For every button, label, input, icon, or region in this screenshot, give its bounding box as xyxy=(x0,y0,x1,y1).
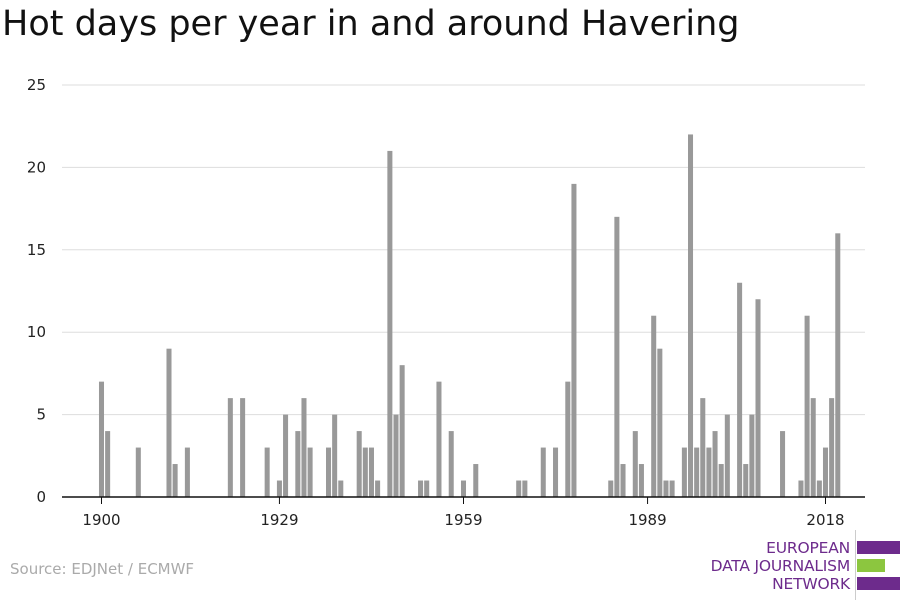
bar-1999 xyxy=(706,447,712,497)
x-tick-label-1929: 1929 xyxy=(260,511,298,529)
bar-1906 xyxy=(135,447,141,497)
bar-2016 xyxy=(810,398,816,497)
bar-2002 xyxy=(724,414,730,497)
bar-1969 xyxy=(522,480,528,497)
bar-1957 xyxy=(448,431,454,497)
logo-text-european: EUROPEAN xyxy=(766,539,850,557)
bar-1996 xyxy=(688,134,694,497)
bar-2018 xyxy=(822,447,829,497)
y-tick-label-25: 25 xyxy=(27,76,46,94)
bar-1952 xyxy=(418,480,424,497)
y-tick-label-5: 5 xyxy=(36,406,46,424)
bar-1998 xyxy=(700,398,706,497)
bar-1900 xyxy=(98,381,105,497)
bar-1984 xyxy=(614,216,620,497)
bar-2017 xyxy=(816,480,822,497)
bar-1932 xyxy=(295,431,301,497)
y-tick-label-10: 10 xyxy=(27,323,46,341)
bar-1914 xyxy=(184,447,190,497)
bar-1947 xyxy=(387,150,393,498)
x-tick-label-1989: 1989 xyxy=(628,511,666,529)
bar-1948 xyxy=(393,414,399,497)
bar-1953 xyxy=(424,480,430,497)
logo-text-data-journalism: DATA JOURNALISM xyxy=(710,557,851,575)
bar-2005 xyxy=(743,464,749,497)
bar-1974 xyxy=(553,447,559,497)
bar-1923 xyxy=(240,398,246,497)
bar-2001 xyxy=(718,464,724,497)
bar-1945 xyxy=(375,480,381,497)
chart-title: Hot days per year in and around Havering xyxy=(2,4,740,44)
gridlines xyxy=(62,84,865,416)
bar-1927 xyxy=(264,447,270,497)
bar-2004 xyxy=(737,282,743,497)
bar-1921 xyxy=(227,398,233,497)
bar-1991 xyxy=(657,348,663,497)
bar-1901 xyxy=(105,431,111,497)
bar-1930 xyxy=(283,414,289,497)
bar-1997 xyxy=(694,447,700,497)
y-tick-label-0: 0 xyxy=(36,488,46,506)
bar-2000 xyxy=(712,431,718,497)
bar-1993 xyxy=(669,480,675,497)
bar-1938 xyxy=(332,414,338,497)
bar-1972 xyxy=(540,447,546,497)
bar-2015 xyxy=(804,315,810,497)
bar-1912 xyxy=(172,464,178,497)
bar-2014 xyxy=(798,480,804,497)
bar-2019 xyxy=(829,398,835,497)
bar-1995 xyxy=(681,447,687,497)
bar-2011 xyxy=(780,431,786,497)
bar-1929 xyxy=(276,480,282,497)
logo-bar-bottom xyxy=(857,577,900,590)
x-tick-label-1900: 1900 xyxy=(82,511,120,529)
bar-1976 xyxy=(565,381,571,497)
logo-divider xyxy=(855,530,856,600)
bar-1937 xyxy=(326,447,332,497)
bar-1955 xyxy=(436,381,442,497)
bar-1983 xyxy=(608,480,614,497)
x-tick-label-2018: 2018 xyxy=(806,511,844,529)
bars xyxy=(98,134,841,498)
bar-1990 xyxy=(651,315,657,497)
bar-1961 xyxy=(473,464,479,497)
bar-1933 xyxy=(301,398,307,497)
bar-1992 xyxy=(663,480,669,497)
bar-1934 xyxy=(307,447,313,497)
bar-1988 xyxy=(638,464,644,497)
bar-2007 xyxy=(755,299,761,497)
bar-2006 xyxy=(749,414,755,497)
bar-1959 xyxy=(460,480,467,497)
bar-1943 xyxy=(362,447,368,497)
logo-bar-middle xyxy=(857,559,885,572)
bar-1911 xyxy=(166,348,172,497)
bar-2020 xyxy=(835,233,841,497)
y-axis-tick-labels: 0 5 10 15 20 25 xyxy=(27,76,46,506)
y-tick-label-20: 20 xyxy=(27,158,46,176)
bar-1944 xyxy=(368,447,374,497)
bar-1987 xyxy=(632,431,638,497)
bar-1985 xyxy=(620,464,626,497)
edjnet-logo: EUROPEAN DATA JOURNALISM NETWORK xyxy=(700,530,900,600)
x-tick-label-1959: 1959 xyxy=(444,511,482,529)
bar-1968 xyxy=(516,480,522,497)
bar-1949 xyxy=(399,365,405,497)
bar-1939 xyxy=(338,480,344,497)
logo-text-network: NETWORK xyxy=(772,575,850,593)
source-note: Source: EDJNet / ECMWF xyxy=(10,560,195,578)
y-tick-label-15: 15 xyxy=(27,241,46,259)
bar-1977 xyxy=(571,183,577,497)
logo-bar-top xyxy=(857,541,900,554)
x-axis: 1900 1929 1959 1989 2018 xyxy=(62,496,865,529)
bar-1942 xyxy=(356,431,362,497)
